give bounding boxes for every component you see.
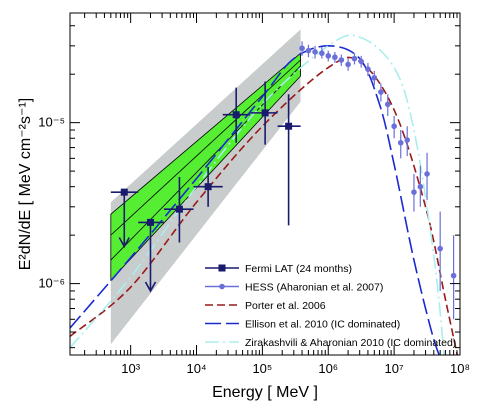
legend-entry: Ellison et al. 2010 (IC dominated) [205,319,400,331]
hess-marker [424,171,430,177]
x-tick-label: 10⁸ [450,361,470,376]
hess-marker [325,53,332,59]
fermi-fit-line-upper [110,59,301,236]
hess-point [299,41,305,56]
hess-point [332,51,338,63]
hess-marker [351,55,358,62]
hess-point [325,50,332,62]
hess-marker [417,183,424,190]
fermi-point [193,167,223,207]
fermi-marker [175,205,183,213]
x-tick-label: 10⁴ [186,361,206,376]
data-points [110,41,457,320]
upper-limit-arrow-head [144,281,157,293]
hess-marker [437,245,443,252]
legend: Fermi LAT (24 months) HESS (Aharonian et … [205,263,456,349]
legend-label: Fermi LAT (24 months) [245,263,352,275]
hess-point [345,58,351,71]
fermi-point [222,87,251,143]
hess-marker [371,74,378,81]
zirakashvili-curve [70,34,445,355]
hess-point [378,83,384,102]
hess-marker [411,189,417,195]
x-tick-label: 10³ [121,361,140,376]
hess-point [319,47,325,59]
hess-marker [345,61,351,68]
hess-point [305,44,312,58]
fermi-point [138,218,164,293]
hess-marker [358,58,364,65]
ellison-curve [70,45,441,355]
hess-point [365,62,371,76]
plot-frame [69,12,461,356]
hess-point [358,55,364,68]
hess-marker [404,137,411,143]
upper-limit-arrow-head [118,237,130,249]
x-tick-label: 10⁵ [252,361,272,376]
hess-point [338,54,345,66]
legend-label: Zirakashvili & Aharonian 2010 (IC domina… [245,337,456,349]
fermi-point [163,176,194,243]
fermi-point [110,188,139,249]
hess-point [424,152,430,201]
y-axis-label: E²dN/dE [ MeV cm⁻²s⁻¹] [17,98,34,270]
legend-marker [218,264,226,272]
legend-entry: Porter et al. 2006 [205,300,326,312]
hess-marker [450,272,457,279]
hess-marker [397,139,404,146]
legend-label: Porter et al. 2006 [245,300,326,312]
fermi-marker [285,122,293,130]
x-tick-label: 10⁷ [385,361,404,376]
legend-entry: HESS (Aharonian et al. 2007) [205,282,383,294]
hess-marker [365,66,371,72]
legend-marker [219,283,225,290]
hess-point [312,45,318,59]
fermi-point [277,94,301,226]
hess-marker [299,45,305,52]
hess-marker [391,123,397,130]
y-tick-label: 10⁻⁵ [38,115,65,130]
x-tick-label: 10⁶ [318,361,338,376]
fermi-marker [261,109,269,117]
y-tick-label: 10⁻⁶ [38,276,65,291]
hess-marker [378,89,384,95]
fermi-marker [232,111,240,119]
hess-marker [338,57,345,63]
fermi-marker [120,188,128,196]
hess-point [450,235,457,320]
hess-point [371,70,378,86]
fermi-point [250,81,278,145]
hess-point [411,173,417,212]
hess-point [437,211,443,291]
fermi-marker [204,183,212,191]
hess-point [397,130,404,159]
hess-marker [319,50,325,57]
hess-point [391,115,397,139]
x-axis-label: Energy [ MeV ] [212,384,318,401]
axis-ticks [70,13,461,355]
hess-marker [384,101,391,108]
hess-marker [312,49,318,55]
hess-point [404,126,411,157]
hess-marker [305,47,312,54]
legend-entry: Fermi LAT (24 months) [205,263,352,275]
legend-label: HESS (Aharonian et al. 2007) [245,282,383,294]
tick-labels: 10³ 10⁴ 10⁵ 10⁶ 10⁷ 10⁸ 10⁻⁶ 10⁻⁵ [38,115,470,376]
hess-point [384,94,391,116]
legend-entry: Zirakashvili & Aharonian 2010 (IC domina… [205,337,456,349]
hess-marker [332,54,338,61]
legend-label: Ellison et al. 2010 (IC dominated) [245,319,400,331]
hess-point [417,165,424,207]
hess-point [351,53,358,65]
fermi-marker [146,218,154,226]
